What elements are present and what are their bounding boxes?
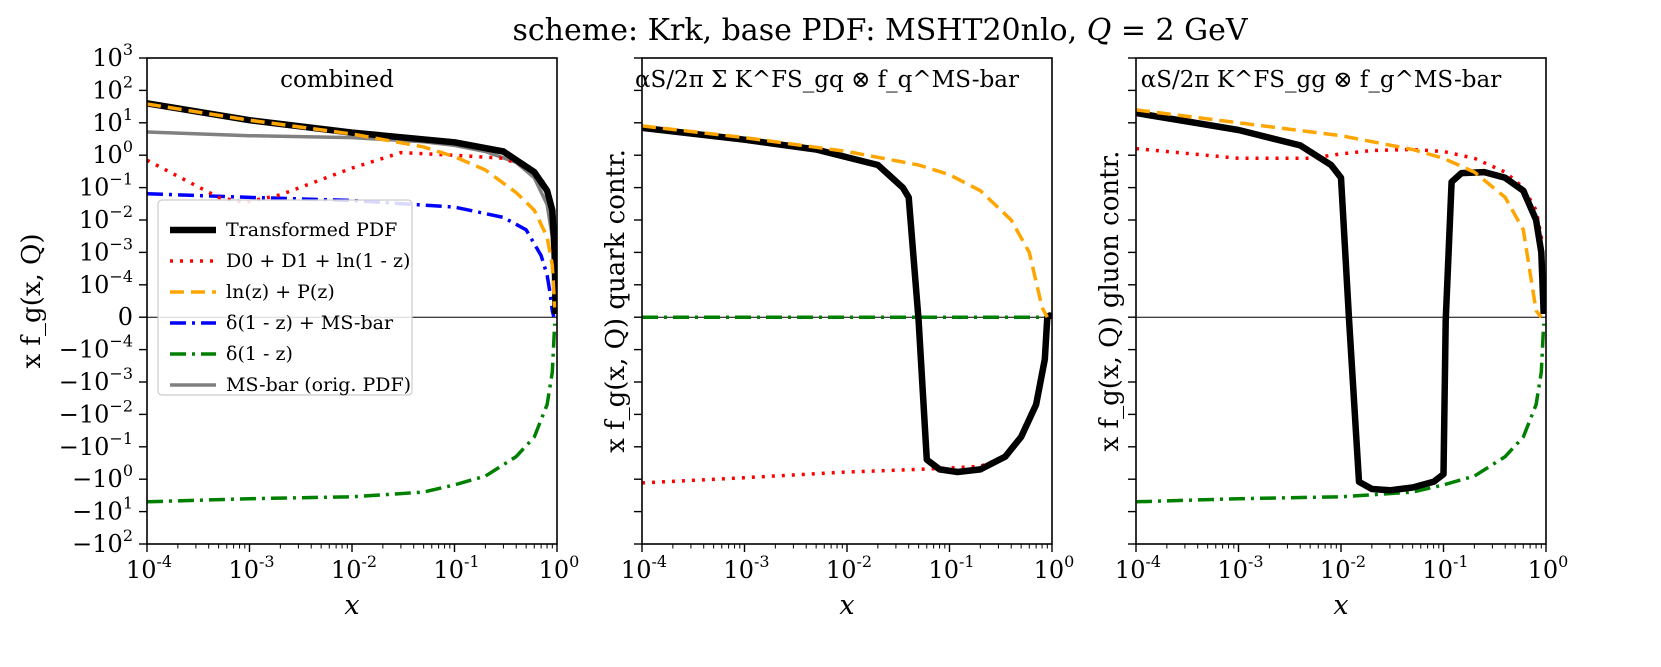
x-tick-label: 10-1	[928, 552, 974, 584]
panel-title: αS/2π K^FS_gg ⊗ f_g^MS-bar	[1141, 67, 1501, 93]
legend-label-delta: δ(1 - z)	[226, 343, 293, 365]
panel-1: 10-4 10-3 10-2 10-1 100x10310210110010−110−2…	[17, 40, 579, 621]
panel-title: αS/2π Σ K^FS_gq ⊗ f_q^MS-bar	[635, 67, 1019, 93]
series-delta	[1136, 323, 1546, 504]
y-tick-label: −102	[72, 526, 133, 558]
y-tick-label: −10−3	[59, 364, 133, 396]
series-log-p	[642, 124, 1049, 319]
y-tick-label: 10−4	[79, 267, 133, 299]
x-axis-label: x	[1333, 590, 1348, 621]
y-tick-label: −101	[72, 494, 133, 526]
y-axis-label: x f_g(x, Q) gluon contr.	[1095, 151, 1125, 452]
y-tick-label: −10−1	[59, 429, 133, 461]
x-tick-label: 10-4	[126, 552, 172, 584]
series-transformed	[642, 124, 1052, 476]
legend-box	[157, 199, 413, 396]
x-tick-label: 10-3	[1217, 552, 1263, 584]
panel-2: 10-4 10-3 10-2 10-1 100 x x f_g(x, Q) quark co…	[601, 57, 1075, 621]
x-tick-label: 10-1	[1422, 552, 1468, 584]
y-tick-label: 103	[92, 40, 133, 72]
y-tick-label: −10−4	[59, 332, 133, 364]
x-tick-label: 10-4	[1115, 552, 1161, 584]
x-tick-label: 10-2	[331, 552, 377, 584]
y-tick-label: 10−3	[79, 234, 133, 266]
series-log-p	[147, 102, 557, 308]
y-axis-label: x f_g(x, Q) quark contr.	[601, 149, 631, 453]
series-distributions	[642, 317, 1050, 485]
x-axis-label: x	[839, 590, 854, 621]
panel-title: combined	[280, 67, 394, 93]
x-tick-label: 10-2	[1320, 552, 1366, 584]
legend-label-transformed: Transformed PDF	[226, 219, 397, 241]
legend: Transformed PDF D0 + D1 + ln(1 - z) ln(z) …	[157, 199, 413, 396]
series-transformed	[1136, 109, 1546, 494]
x-tick-label: 10-1	[433, 552, 479, 584]
y-tick-label: 100	[92, 137, 133, 169]
x-tick-label: 10-2	[826, 552, 872, 584]
y-tick-label: −100	[72, 461, 133, 493]
panel-3: 10-4 10-3 10-2 10-1 100 x x f_g(x, Q) gluon co…	[1095, 57, 1569, 621]
x-tick-label: 100	[1034, 552, 1075, 584]
y-axis-label: x f_g(x, Q)	[17, 234, 47, 369]
series-msbar	[147, 130, 556, 276]
series-log-p	[1136, 108, 1543, 319]
y-tick-label: 101	[92, 105, 133, 137]
y-tick-label: 10−2	[79, 202, 133, 234]
axes-frame	[641, 57, 1053, 545]
series-delta	[147, 323, 557, 504]
legend-label-delta-msbar: δ(1 - z) + MS-bar	[226, 312, 394, 334]
legend-label-msbar: MS-bar (orig. PDF)	[226, 374, 411, 396]
y-tick-label: 0	[118, 303, 133, 331]
y-tick-label: 10−1	[79, 170, 133, 202]
x-tick-label: 10-4	[621, 552, 667, 584]
x-axis-label: x	[344, 590, 359, 621]
legend-label-log-p: ln(z) + P(z)	[226, 281, 335, 303]
legend-label-distributions: D0 + D1 + ln(1 - z)	[226, 250, 410, 272]
x-tick-label: 100	[1528, 552, 1569, 584]
x-tick-label: 100	[539, 552, 580, 584]
y-tick-label: 102	[92, 72, 133, 104]
figure-title: scheme: Krk, base PDF: MSHT20nlo, Q = 2 …	[512, 13, 1248, 48]
x-tick-label: 10-3	[228, 552, 274, 584]
y-tick-label: −10−2	[59, 396, 133, 428]
x-tick-label: 10-3	[723, 552, 769, 584]
